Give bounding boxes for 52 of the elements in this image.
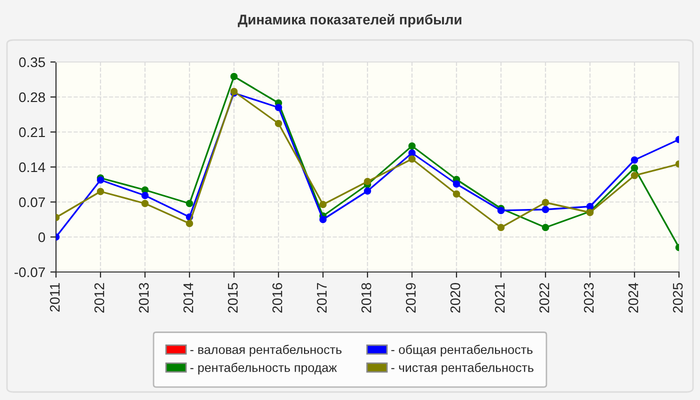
point [630,172,638,180]
legend-label: - рентабельность продаж [190,362,337,375]
x-tick-label: 2015 [228,282,238,313]
point [542,198,550,206]
point [319,200,327,208]
point [586,202,594,210]
legend-label: - общая рентабельность [391,344,533,357]
point [408,155,416,163]
x-tick-label: 2021 [494,283,505,313]
point [274,104,282,112]
x-tick-label: 2014 [183,282,194,313]
x-tick-label: 2017 [316,283,327,313]
point [542,206,550,214]
point [452,180,460,188]
point [141,192,149,200]
y-tick-label: 0.28 [19,92,45,102]
legend-label: - чистая рентабельность [391,362,534,375]
point [497,224,505,232]
point [630,164,638,172]
point [141,200,149,208]
x-tick-label: 2020 [450,282,460,313]
point [230,72,238,80]
point [452,190,460,198]
point [408,142,416,150]
chart-title: Динамика показателей прибыли [238,14,462,28]
point [186,200,194,208]
x-tick-label: 2023 [584,283,594,313]
point [319,216,327,224]
x-tick-label: 2024 [628,282,638,313]
point [408,149,416,157]
x-tick-label: 2019 [406,283,416,313]
y-tick-label: 0.35 [19,57,46,68]
point [542,224,550,232]
x-tick-label: 2012 [94,283,104,313]
x-tick-label: 2011 [50,283,60,312]
y-tick-label: 0.21 [19,127,45,138]
point [364,187,372,195]
point [186,220,194,228]
legend-label: - валовая рентабельность [190,344,342,357]
point [630,156,638,164]
x-tick-label: 2013 [138,283,149,313]
y-tick-label: 0 [38,232,46,242]
y-tick-label: 0.07 [19,197,45,208]
x-tick-label: 2018 [361,283,372,313]
y-tick-label: 0.14 [19,162,46,172]
y-tick-label: -0.07 [14,267,45,278]
x-tick-label: 2022 [539,283,550,313]
point [364,178,372,186]
point [274,120,282,128]
x-tick-label: 2025 [672,282,683,313]
x-tick-label: 2016 [272,283,282,313]
point [96,188,104,196]
